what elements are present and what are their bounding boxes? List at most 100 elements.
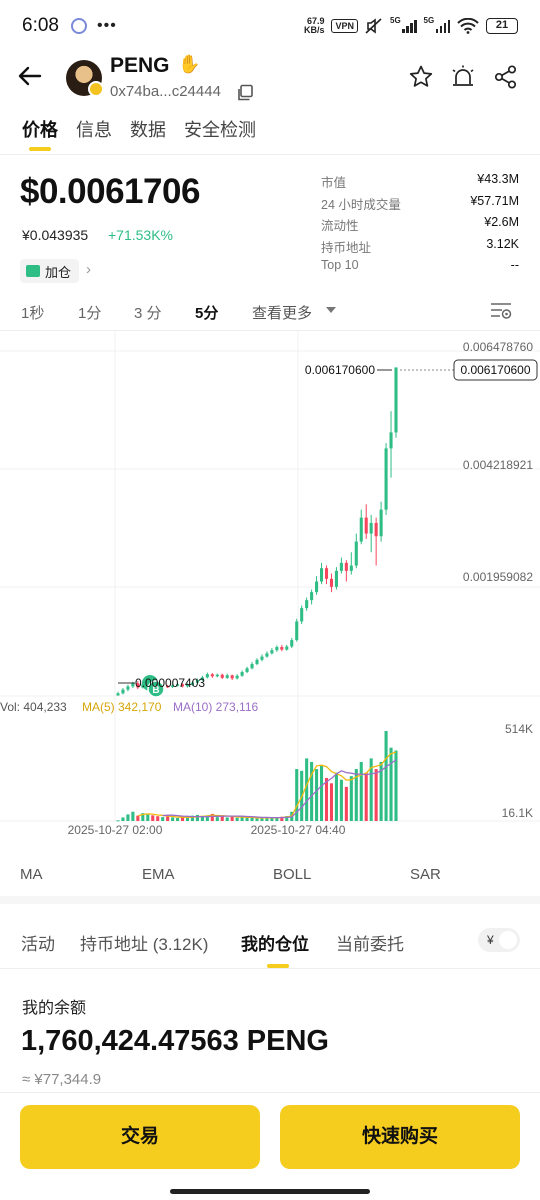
add-position-button[interactable]: 加仓 bbox=[20, 259, 80, 283]
tab-activity[interactable]: 活动 bbox=[21, 935, 55, 954]
tab-price[interactable]: 价格 bbox=[22, 116, 58, 154]
back-arrow-icon[interactable] bbox=[16, 62, 44, 90]
volume-bar bbox=[349, 776, 353, 821]
star-icon[interactable] bbox=[408, 64, 434, 90]
volume-bar bbox=[121, 817, 125, 821]
volume-axis-min: 16.1K bbox=[502, 806, 533, 820]
volume-layer bbox=[116, 731, 398, 822]
indicator-sar[interactable]: SAR bbox=[410, 866, 441, 883]
candle bbox=[185, 684, 190, 687]
volume-bar bbox=[240, 817, 244, 821]
indicator-boll[interactable]: BOLL bbox=[273, 866, 312, 883]
interval-5m[interactable]: 5分 bbox=[195, 305, 219, 322]
add-position-icon bbox=[26, 265, 40, 277]
candle bbox=[275, 647, 279, 651]
divider bbox=[0, 968, 540, 969]
volume-bar bbox=[270, 817, 274, 821]
volume-bar bbox=[225, 817, 229, 821]
volume-bar bbox=[220, 816, 224, 821]
volume-axis-max: 514K bbox=[505, 722, 533, 736]
divider bbox=[0, 330, 540, 331]
interval-3m[interactable]: 3 分 bbox=[134, 305, 162, 322]
position-tabs: 活动 持币地址 (3.12K) 我的仓位 当前委托 bbox=[0, 922, 540, 968]
indicator-ma[interactable]: MA bbox=[20, 866, 43, 883]
mute-icon bbox=[365, 18, 382, 34]
volume-bar bbox=[389, 747, 393, 821]
volume-bar bbox=[280, 816, 284, 821]
last-price-tag-text: 0.006170600 bbox=[460, 363, 530, 377]
candle bbox=[339, 562, 343, 571]
chart-settings-icon[interactable] bbox=[490, 301, 512, 321]
candle bbox=[126, 686, 130, 690]
candle bbox=[180, 684, 185, 687]
price-cny: ¥0.043935 bbox=[22, 227, 89, 243]
candle bbox=[215, 674, 219, 677]
token-stats: 市值 ¥43.3M 24 小时成交量 ¥57.71M 流动性 ¥2.6M 持币地… bbox=[321, 172, 519, 280]
interval-more-button[interactable]: 查看更多 bbox=[252, 305, 313, 322]
indicator-ema[interactable]: EMA bbox=[142, 866, 175, 883]
candle bbox=[255, 659, 259, 665]
volume-bar bbox=[141, 813, 145, 821]
x-axis-label: 2025-10-27 02:00 bbox=[68, 823, 163, 837]
volume-bar bbox=[180, 817, 185, 821]
volume-bar bbox=[245, 817, 249, 821]
vpn-icon: VPN bbox=[331, 19, 358, 33]
quick-buy-button[interactable]: 快速购买 bbox=[280, 1105, 520, 1169]
home-indicator[interactable] bbox=[170, 1189, 370, 1194]
candle bbox=[136, 683, 140, 688]
detail-tabs: 价格 信息 数据 安全检测 bbox=[22, 116, 256, 154]
candle bbox=[166, 685, 170, 688]
volume-bar bbox=[364, 772, 368, 821]
copy-icon[interactable] bbox=[236, 84, 254, 102]
share-icon[interactable] bbox=[493, 64, 519, 90]
volume-bar bbox=[195, 814, 199, 821]
stat-market-cap: 市值 ¥43.3M bbox=[321, 172, 519, 190]
volume-bar bbox=[235, 817, 239, 821]
currency-toggle[interactable]: ¥ bbox=[478, 928, 520, 952]
tab-open-orders[interactable]: 当前委托 bbox=[336, 935, 404, 954]
tab-holders[interactable]: 持币地址 (3.12K) bbox=[80, 935, 209, 954]
caret-down-icon bbox=[326, 307, 336, 313]
tab-security-check[interactable]: 安全检测 bbox=[184, 120, 256, 140]
price-alert-icon[interactable] bbox=[450, 64, 476, 90]
interval-1s[interactable]: 1秒 bbox=[21, 305, 45, 322]
token-address: 0x74ba...c24444 bbox=[110, 83, 221, 100]
volume-bar bbox=[334, 772, 338, 821]
candle bbox=[295, 621, 299, 641]
candle bbox=[329, 578, 334, 587]
candlestick-chart[interactable]: 0.006478760 0.004218921 0.001959082 0.00… bbox=[0, 331, 540, 841]
chevron-right-icon[interactable]: › bbox=[86, 261, 91, 278]
candle bbox=[245, 668, 249, 673]
interval-1m[interactable]: 1分 bbox=[78, 305, 102, 322]
candle bbox=[394, 367, 398, 433]
tab-my-position[interactable]: 我的仓位 bbox=[241, 935, 309, 954]
more-notifications-icon: ••• bbox=[96, 17, 117, 34]
balance-cny: ≈ ¥77,344.9 bbox=[22, 1071, 102, 1088]
candle bbox=[379, 509, 383, 537]
app-notification-icon bbox=[70, 18, 87, 34]
trade-button[interactable]: 交易 bbox=[20, 1105, 260, 1169]
battery-icon: 21 bbox=[486, 18, 518, 34]
candle bbox=[374, 522, 378, 537]
candle bbox=[190, 682, 195, 685]
last-price-tag bbox=[453, 359, 538, 381]
stat-liquidity: 流动性 ¥2.6M bbox=[321, 215, 519, 233]
active-tab-indicator bbox=[267, 964, 289, 968]
volume-bar bbox=[190, 815, 195, 821]
signal-sim2-icon: 5G bbox=[424, 16, 450, 33]
candle bbox=[220, 674, 224, 678]
candle bbox=[349, 565, 353, 571]
candles-layer bbox=[116, 367, 398, 696]
candle bbox=[315, 581, 319, 593]
candle bbox=[300, 608, 304, 622]
tab-info[interactable]: 信息 bbox=[76, 120, 112, 140]
candle bbox=[270, 650, 274, 654]
buy-marker-icon bbox=[147, 680, 165, 698]
balance-amount: 1,760,424.47563 PENG bbox=[21, 1025, 329, 1057]
volume-bar bbox=[305, 758, 309, 821]
chain-badge-icon bbox=[88, 81, 104, 97]
volume-bar bbox=[339, 779, 343, 821]
tab-data[interactable]: 数据 bbox=[130, 120, 166, 140]
indicator-bar: MA EMA BOLL SAR bbox=[0, 858, 540, 892]
volume-bar bbox=[265, 817, 269, 821]
